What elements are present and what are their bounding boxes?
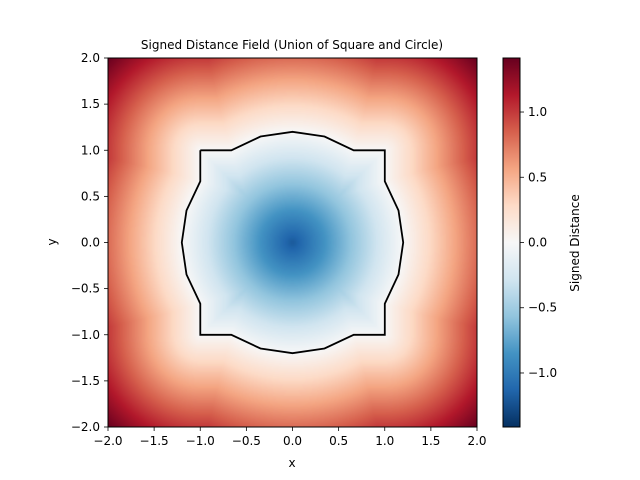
x-tick-label: 1.5 bbox=[421, 434, 440, 448]
x-tick-label: 2.0 bbox=[467, 434, 486, 448]
plot-area bbox=[107, 57, 478, 428]
y-tick-label: −1.5 bbox=[71, 374, 100, 388]
colorbar-label: Signed Distance bbox=[568, 194, 582, 291]
y-axis: −2.0 −1.5 −1.0 −0.5 0.0 0.5 1.0 1.5 2.0 bbox=[71, 51, 108, 434]
x-tick-label: −0.5 bbox=[232, 434, 261, 448]
colorbar-gradient bbox=[503, 58, 520, 427]
y-tick-label: −2.0 bbox=[71, 420, 100, 434]
chart-title: Signed Distance Field (Union of Square a… bbox=[141, 38, 443, 52]
x-tick-label: −1.0 bbox=[186, 434, 215, 448]
y-tick-label: −0.5 bbox=[71, 282, 100, 296]
colorbar-tick-label: 0.5 bbox=[528, 170, 547, 184]
y-tick-label: −1.0 bbox=[71, 328, 100, 342]
y-tick-label: 2.0 bbox=[81, 51, 100, 65]
x-tick-label: −2.0 bbox=[93, 434, 122, 448]
y-tick-label: 0.0 bbox=[81, 236, 100, 250]
colorbar: −1.0 −0.5 0.0 0.5 1.0 Signed Distance bbox=[502, 57, 582, 428]
zero-contour-line bbox=[180, 130, 405, 355]
x-axis-label: x bbox=[288, 456, 295, 470]
x-tick-label: −1.5 bbox=[140, 434, 169, 448]
x-axis: −2.0 −1.5 −1.0 −0.5 0.0 0.5 1.0 1.5 2.0 bbox=[93, 427, 487, 448]
colorbar-tick-label: −0.5 bbox=[528, 301, 557, 315]
heatmap-image bbox=[108, 58, 477, 427]
x-tick-label: 0.5 bbox=[329, 434, 348, 448]
colorbar-tick-label: 0.0 bbox=[528, 236, 547, 250]
y-tick-label: 0.5 bbox=[81, 189, 100, 203]
colorbar-tick-label: −1.0 bbox=[528, 366, 557, 380]
x-tick-label: 0.0 bbox=[283, 434, 302, 448]
y-tick-label: 1.0 bbox=[81, 143, 100, 157]
y-axis-label: y bbox=[45, 238, 59, 245]
colorbar-ticks: −1.0 −0.5 0.0 0.5 1.0 bbox=[520, 105, 557, 380]
colorbar-tick-label: 1.0 bbox=[528, 105, 547, 119]
y-tick-label: 1.5 bbox=[81, 97, 100, 111]
x-tick-label: 1.0 bbox=[375, 434, 394, 448]
